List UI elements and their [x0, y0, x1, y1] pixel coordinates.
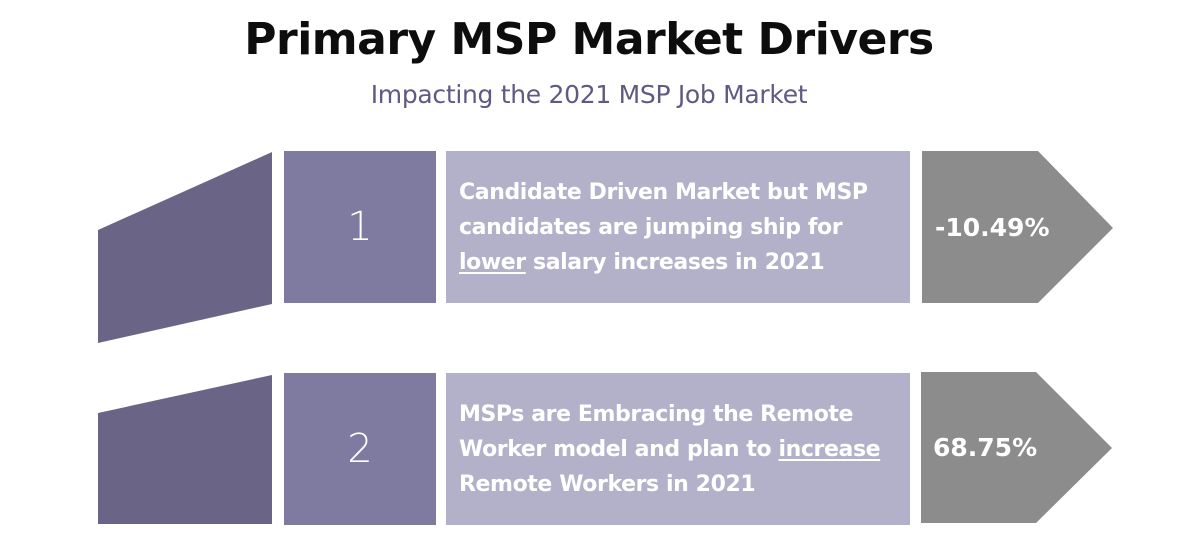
row-2-trapezoid — [98, 375, 272, 524]
row-1-number: 1 — [347, 204, 373, 250]
row-2-description: MSPs are Embracing the Remote Worker mod… — [459, 401, 881, 497]
row-1-number-box: 1 — [284, 151, 436, 303]
page-subtitle: Impacting the 2021 MSP Job Market — [370, 80, 808, 109]
row-2-number-box: 2 — [284, 373, 436, 525]
row-1-text-box: Candidate Driven Market but MSP candidat… — [446, 151, 910, 303]
row-2-value-arrow — [921, 372, 1112, 523]
row-2-number: 2 — [347, 426, 373, 472]
page-title: Primary MSP Market Drivers — [244, 14, 934, 65]
row-1-value-arrow — [922, 151, 1113, 303]
row-1-description: Candidate Driven Market but MSP candidat… — [459, 179, 868, 275]
row-2-emphasis: increase — [778, 436, 881, 462]
row-2-text-box: MSPs are Embracing the Remote Worker mod… — [446, 373, 910, 525]
row-1-emphasis: lower — [459, 249, 526, 275]
row-1-value: -10.49% — [935, 213, 1050, 242]
row-2-value: 68.75% — [933, 433, 1038, 462]
